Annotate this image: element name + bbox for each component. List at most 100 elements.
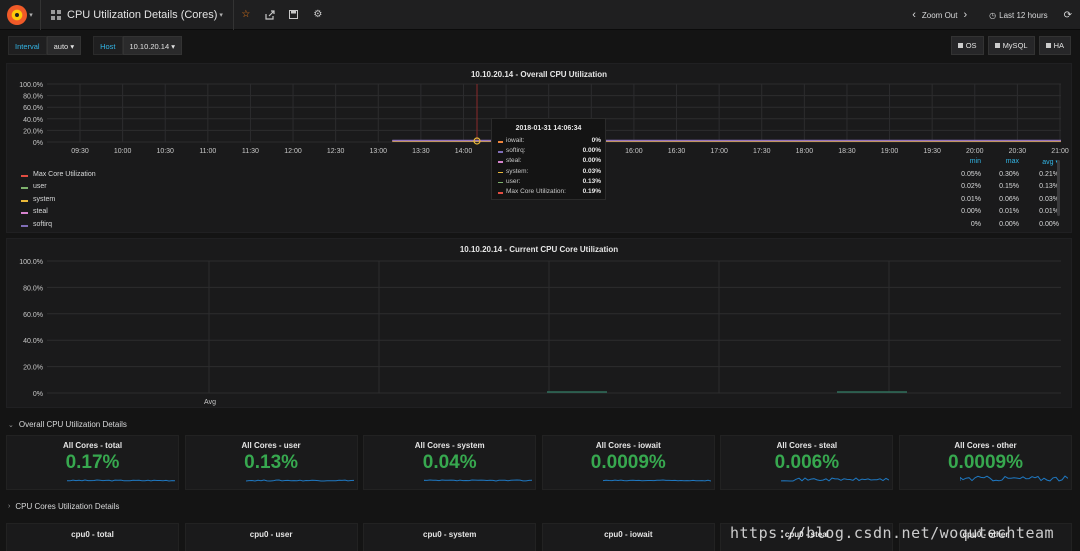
time-range-picker[interactable]: ◷ Last 12 hours xyxy=(981,0,1055,30)
y-tick-label: 40.0% xyxy=(23,338,43,345)
singlestat-panel[interactable]: cpu0 - user xyxy=(184,523,358,551)
interval-variable-label: Interval xyxy=(8,36,47,55)
tooltip-time: 2018-01-31 14:06:34 xyxy=(515,125,582,132)
host-value: 10.10.20.14 xyxy=(129,42,170,51)
x-tick-label: 10:00 xyxy=(114,148,132,155)
tooltip-series-value: 0.00% xyxy=(582,157,601,165)
share-icon[interactable] xyxy=(258,0,282,30)
zoom-out-label: Zoom Out xyxy=(921,10,958,20)
chevron-down-icon: ⌄ xyxy=(8,421,14,429)
save-icon[interactable] xyxy=(282,0,306,30)
tooltip-series-value: 0.00% xyxy=(582,147,601,155)
grafana-logo-icon xyxy=(7,4,28,25)
singlestat-panel[interactable]: All Cores - total 0.17% xyxy=(6,435,179,490)
link-label: MySQL xyxy=(1002,41,1028,50)
refresh-button[interactable]: ⟳ xyxy=(1056,0,1080,30)
link-os[interactable]: OS xyxy=(950,36,984,55)
y-tick-label: 100.0% xyxy=(19,82,43,89)
legend-header-avg[interactable]: avg ▾ xyxy=(1042,159,1059,166)
caret-down-icon: ▾ xyxy=(219,11,223,19)
tooltip-swatch xyxy=(498,161,503,163)
singlestat-panel[interactable]: cpu0 - system xyxy=(363,523,537,551)
gear-icon[interactable]: ⚙ xyxy=(313,9,323,20)
y-tick-label: 60.0% xyxy=(23,312,43,319)
singlestat-panel[interactable]: All Cores - system 0.04% xyxy=(363,435,537,490)
legend-item[interactable]: Max Core Utilization 0.05% 0.30% 0.21% xyxy=(21,170,1059,182)
clock-icon: ◷ xyxy=(989,10,997,20)
stat-title: cpu0 - user xyxy=(249,530,293,539)
tooltip-swatch xyxy=(498,181,503,184)
stat-title: All Cores - steal xyxy=(776,441,838,450)
zoom-out-button[interactable]: ‹ Zoom Out › xyxy=(898,0,981,30)
graph-legend: min max avg ▾ Max Core Utilization 0.05% 0.30… xyxy=(21,158,1061,228)
current-cpu-core-graph[interactable]: 100.0% 80.0% 60.0% 40.0% 20.0% 0% Avg xyxy=(7,249,1073,409)
share-icon-svg xyxy=(265,9,275,20)
star-icon[interactable]: ☆ xyxy=(241,9,251,20)
current-cpu-core-utilization-panel: 10.10.20.14 - Current CPU Core Utilizati… xyxy=(6,238,1072,408)
singlestat-panel[interactable]: cpu0 - steal xyxy=(720,523,894,551)
y-tick-label: 0% xyxy=(33,140,43,147)
tooltip-swatch xyxy=(498,151,503,153)
stat-title: cpu0 - steal xyxy=(784,530,829,539)
legend-value-min: 0.02% xyxy=(961,183,981,191)
legend-value-min: 0.05% xyxy=(961,171,981,178)
interval-dropdown[interactable]: auto ▾ xyxy=(46,36,82,55)
host-dropdown[interactable]: 10.10.20.14 ▾ xyxy=(122,36,182,55)
dashboard-grid-icon xyxy=(51,9,61,20)
legend-value-min: 0.00% xyxy=(961,208,981,216)
legend-item[interactable]: system 0.01% 0.06% 0.03% xyxy=(21,195,1059,207)
legend-header-max[interactable]: max xyxy=(1005,158,1019,165)
sparkline xyxy=(67,479,175,482)
legend-header-min[interactable]: min xyxy=(969,158,981,165)
tooltip-series-name: steal: xyxy=(506,157,522,165)
link-ha[interactable]: HA xyxy=(1038,36,1071,55)
row-header-cores[interactable]: › CPU Cores Utilization Details xyxy=(8,502,119,511)
x-tick-label: 13:30 xyxy=(412,148,430,155)
link-mysql[interactable]: MySQL xyxy=(987,36,1035,55)
legend-scrollbar[interactable] xyxy=(1057,160,1060,216)
legend-item[interactable]: steal 0.00% 0.01% 0.01% xyxy=(21,207,1059,219)
x-tick-label: 16:30 xyxy=(668,148,686,155)
singlestat-panel[interactable]: cpu0 - total xyxy=(6,523,179,551)
sparkline-path xyxy=(67,479,175,482)
singlestat-panel[interactable]: All Cores - iowait 0.0009% xyxy=(541,435,715,490)
legend-swatch xyxy=(21,212,28,215)
panel-title[interactable]: 10.10.20.14 - Current CPU Core Utilizati… xyxy=(459,245,619,254)
singlestat-panel[interactable]: All Cores - user 0.13% xyxy=(184,435,358,490)
tooltip-series-name: Max Core Utilization: xyxy=(506,188,566,195)
chevron-right-icon: › xyxy=(8,503,11,510)
x-tick-label: 20:00 xyxy=(966,148,984,155)
y-tick-label: 20.0% xyxy=(23,128,43,135)
tooltip-swatch xyxy=(498,141,503,143)
chevron-right-icon: › xyxy=(963,9,968,21)
sparkline xyxy=(424,479,533,482)
x-tick-label: 18:00 xyxy=(796,148,814,155)
legend-series-name: system xyxy=(33,195,56,203)
link-label: OS xyxy=(965,41,977,50)
x-tick-label: 20:30 xyxy=(1009,148,1027,155)
legend-item[interactable]: softirq 0% 0.00% 0.00% xyxy=(21,220,1059,232)
singlestat-panel[interactable]: All Cores - steal 0.006% xyxy=(720,435,894,490)
y-tick-label: 60.0% xyxy=(23,105,43,112)
divider xyxy=(232,0,234,30)
legend-swatch xyxy=(21,199,28,202)
legend-series-name: user xyxy=(33,183,47,191)
legend-item[interactable]: user 0.02% 0.15% 0.13% xyxy=(21,182,1059,194)
stat-title: cpu0 - total xyxy=(71,530,114,539)
row-header-overall[interactable]: ⌄ Overall CPU Utilization Details xyxy=(8,420,127,429)
panel-title[interactable]: 10.10.20.14 - Overall CPU Utilization xyxy=(470,70,608,79)
legend-series-name: Max Core Utilization xyxy=(33,171,96,178)
singlestat-panel[interactable]: cpu0 - iowait xyxy=(541,523,715,551)
host-variable-label: Host xyxy=(93,36,123,55)
dashboard-picker[interactable]: CPU Utilization Details (Cores) ▾ xyxy=(41,0,233,30)
y-tick-label: 80.0% xyxy=(23,285,43,292)
stat-title: cpu0 - other xyxy=(962,530,1009,539)
singlestat-panel[interactable]: All Cores - other 0.0009% xyxy=(899,435,1072,490)
x-tick-label: 17:30 xyxy=(753,148,771,155)
grafana-logo[interactable]: ▾ xyxy=(0,0,40,30)
stat-title: cpu0 - system xyxy=(423,530,477,539)
row-title: Overall CPU Utilization Details xyxy=(18,420,127,429)
dashboard-title: CPU Utilization Details (Cores) xyxy=(67,8,218,21)
stat-value: 0.17% xyxy=(65,452,120,473)
singlestat-panel[interactable]: cpu0 - other xyxy=(899,523,1072,551)
